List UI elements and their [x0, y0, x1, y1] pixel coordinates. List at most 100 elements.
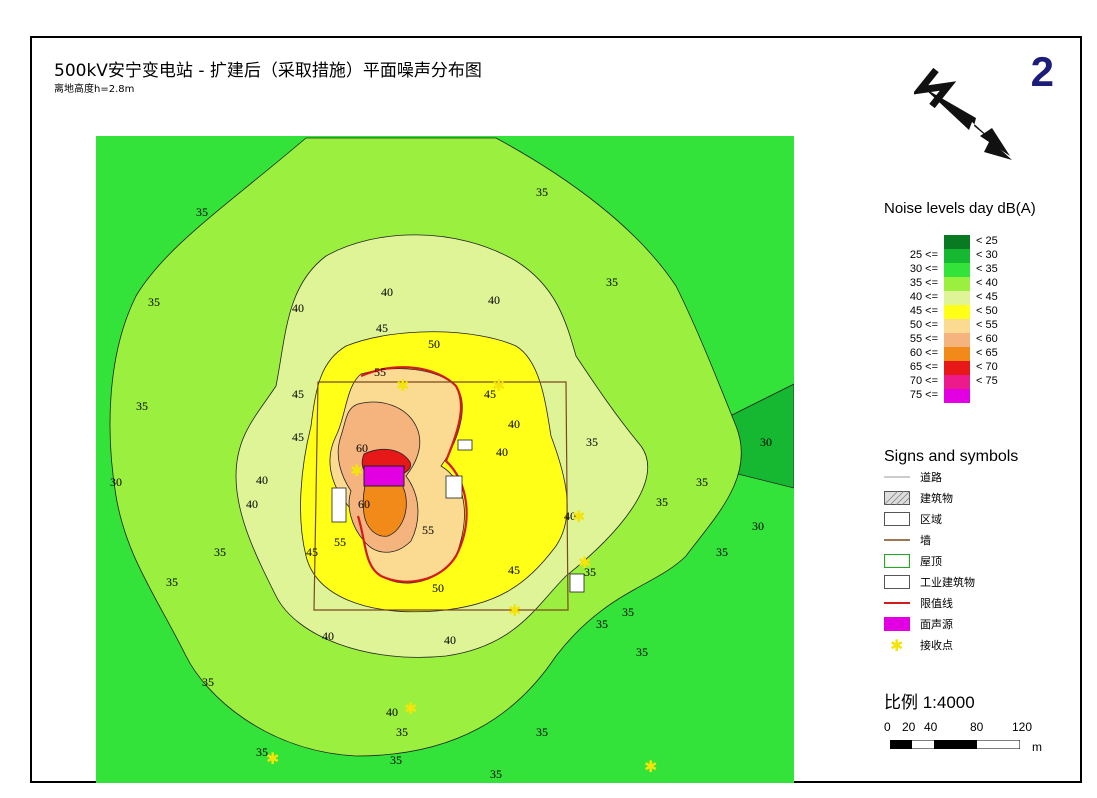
legend-hi: < 60: [976, 333, 998, 345]
scale-tick: 40: [924, 720, 938, 734]
legend-row: 45 <= < 50: [884, 305, 1064, 319]
contour-label: 40: [381, 285, 393, 299]
limit-line-icon: [884, 602, 910, 604]
contour-label: 30: [760, 435, 772, 449]
legend-swatch: [944, 361, 970, 375]
legend-hi: < 30: [976, 249, 998, 261]
contour-label: 40: [496, 445, 508, 459]
legend-swatch: [944, 277, 970, 291]
legend-row: 50 <= < 55: [884, 319, 1064, 333]
contour-label: 35: [536, 725, 548, 739]
contour-label: 40: [322, 629, 334, 643]
receiver-points: ✱ ✱ ✱ ✱ ✱ ✱ ✱ ✱ ✱: [266, 378, 657, 776]
contour-label: 50: [432, 581, 444, 595]
legend-hi: < 55: [976, 319, 998, 331]
contour-label-layer: 40 40 40 35 35 35 35 35 35 35 35 35 40 4…: [110, 185, 772, 781]
contour-label: 35: [166, 575, 178, 589]
contour-label: 55: [422, 523, 434, 537]
area-box-icon: [884, 512, 910, 526]
legend-lo: 35 <=: [909, 277, 938, 289]
contour-label: 50: [428, 337, 440, 351]
building-block: [457, 439, 473, 451]
contour-label: 45: [508, 563, 520, 577]
legend-swatch: [944, 389, 970, 403]
contour-label: 60: [358, 497, 370, 511]
legend-row: 25 <= < 30: [884, 249, 1064, 263]
hatched-building-icon: [884, 491, 910, 505]
svg-text:✱: ✱: [890, 638, 903, 652]
legend-hi: < 40: [976, 277, 998, 289]
scale-bar: [890, 740, 1020, 749]
receiver-star-icon: ✱: [890, 638, 903, 652]
legend-row: 75 <=: [884, 389, 1064, 403]
scale-title: 比例 1:4000: [884, 693, 975, 712]
receiver-star-icon: ✱: [644, 759, 657, 776]
legend-lo: 55 <=: [909, 333, 938, 345]
receiver-star-icon: ✱: [266, 751, 279, 768]
legend-hi: < 65: [976, 347, 998, 359]
contour-label: 35: [202, 675, 214, 689]
sign-label: 工业建筑物: [920, 576, 975, 589]
legend-swatch: [944, 263, 970, 277]
legend-lo: 75 <=: [909, 389, 938, 401]
limit-line: [356, 366, 468, 583]
legend-row: 30 <= < 35: [884, 263, 1064, 277]
contour-label: 35: [196, 205, 208, 219]
contour-label: 40: [246, 497, 258, 511]
roof-box-icon: [884, 554, 910, 568]
legend-swatch: [944, 333, 970, 347]
contour-label: 45: [376, 321, 388, 335]
building-block: [569, 573, 585, 593]
legend-row: 70 <= < 75: [884, 375, 1064, 389]
legend-lo: 25 <=: [909, 249, 938, 261]
legend-swatch: [944, 375, 970, 389]
contour-label: 40: [488, 293, 500, 307]
legend-swatch: [944, 305, 970, 319]
building-block: [331, 487, 347, 523]
map-subtitle: 离地高度h=2.8m: [54, 84, 135, 95]
contour-label: 35: [490, 767, 502, 781]
contour-label: 35: [622, 605, 634, 619]
sign-label: 道路: [920, 471, 942, 484]
legend-hi: < 35: [976, 263, 998, 275]
contour-label: 35: [596, 617, 608, 631]
legend-hi: < 75: [976, 375, 998, 387]
receiver-star-icon: ✱: [492, 378, 505, 395]
north-arrow-icon: [914, 67, 1012, 160]
legend-hi: < 70: [976, 361, 998, 373]
contour-label: 40: [386, 705, 398, 719]
scale-tick: 120: [1012, 720, 1033, 734]
area-source-icon: [884, 617, 910, 631]
contour-label: 35: [256, 745, 268, 759]
legend-swatch: [944, 347, 970, 361]
contour-label: 30: [110, 475, 122, 489]
receiver-star-icon: ✱: [350, 463, 363, 480]
contour-label: 35: [390, 753, 402, 767]
contour-label: 35: [716, 545, 728, 559]
contour-label: 35: [396, 725, 408, 739]
sign-label: 建筑物: [920, 492, 953, 505]
scale-tick: 20: [902, 720, 916, 734]
legend-row: 40 <= < 45: [884, 291, 1064, 305]
noise-contour-map: 40 40 40 35 35 35 35 35 35 35 35 35 40 4…: [96, 136, 794, 783]
contour-label: 35: [584, 565, 596, 579]
contour-label: 40: [444, 633, 456, 647]
building-block: [445, 475, 463, 499]
map-title: 500kV安宁变电站 - 扩建后（采取措施）平面噪声分布图: [54, 61, 482, 81]
contour-label: 35: [656, 495, 668, 509]
legend-title: Noise levels day dB(A): [884, 200, 1036, 217]
contour-label: 45: [306, 545, 318, 559]
wall-line-icon: [884, 539, 910, 541]
receiver-star-icon: ✱: [508, 603, 521, 620]
area-source-block: [363, 465, 405, 487]
legend-swatch: [944, 249, 970, 263]
contour-label: 60: [356, 441, 368, 455]
legend-row: < 25: [884, 235, 1064, 249]
legend-lo: 45 <=: [909, 305, 938, 317]
scale-tick: 0: [884, 720, 891, 734]
wall-outline: [313, 381, 569, 611]
contour-label: 35: [148, 295, 160, 309]
contour-label: 40: [256, 473, 268, 487]
sign-label: 墙: [920, 534, 931, 547]
legend-lo: 50 <=: [909, 319, 938, 331]
